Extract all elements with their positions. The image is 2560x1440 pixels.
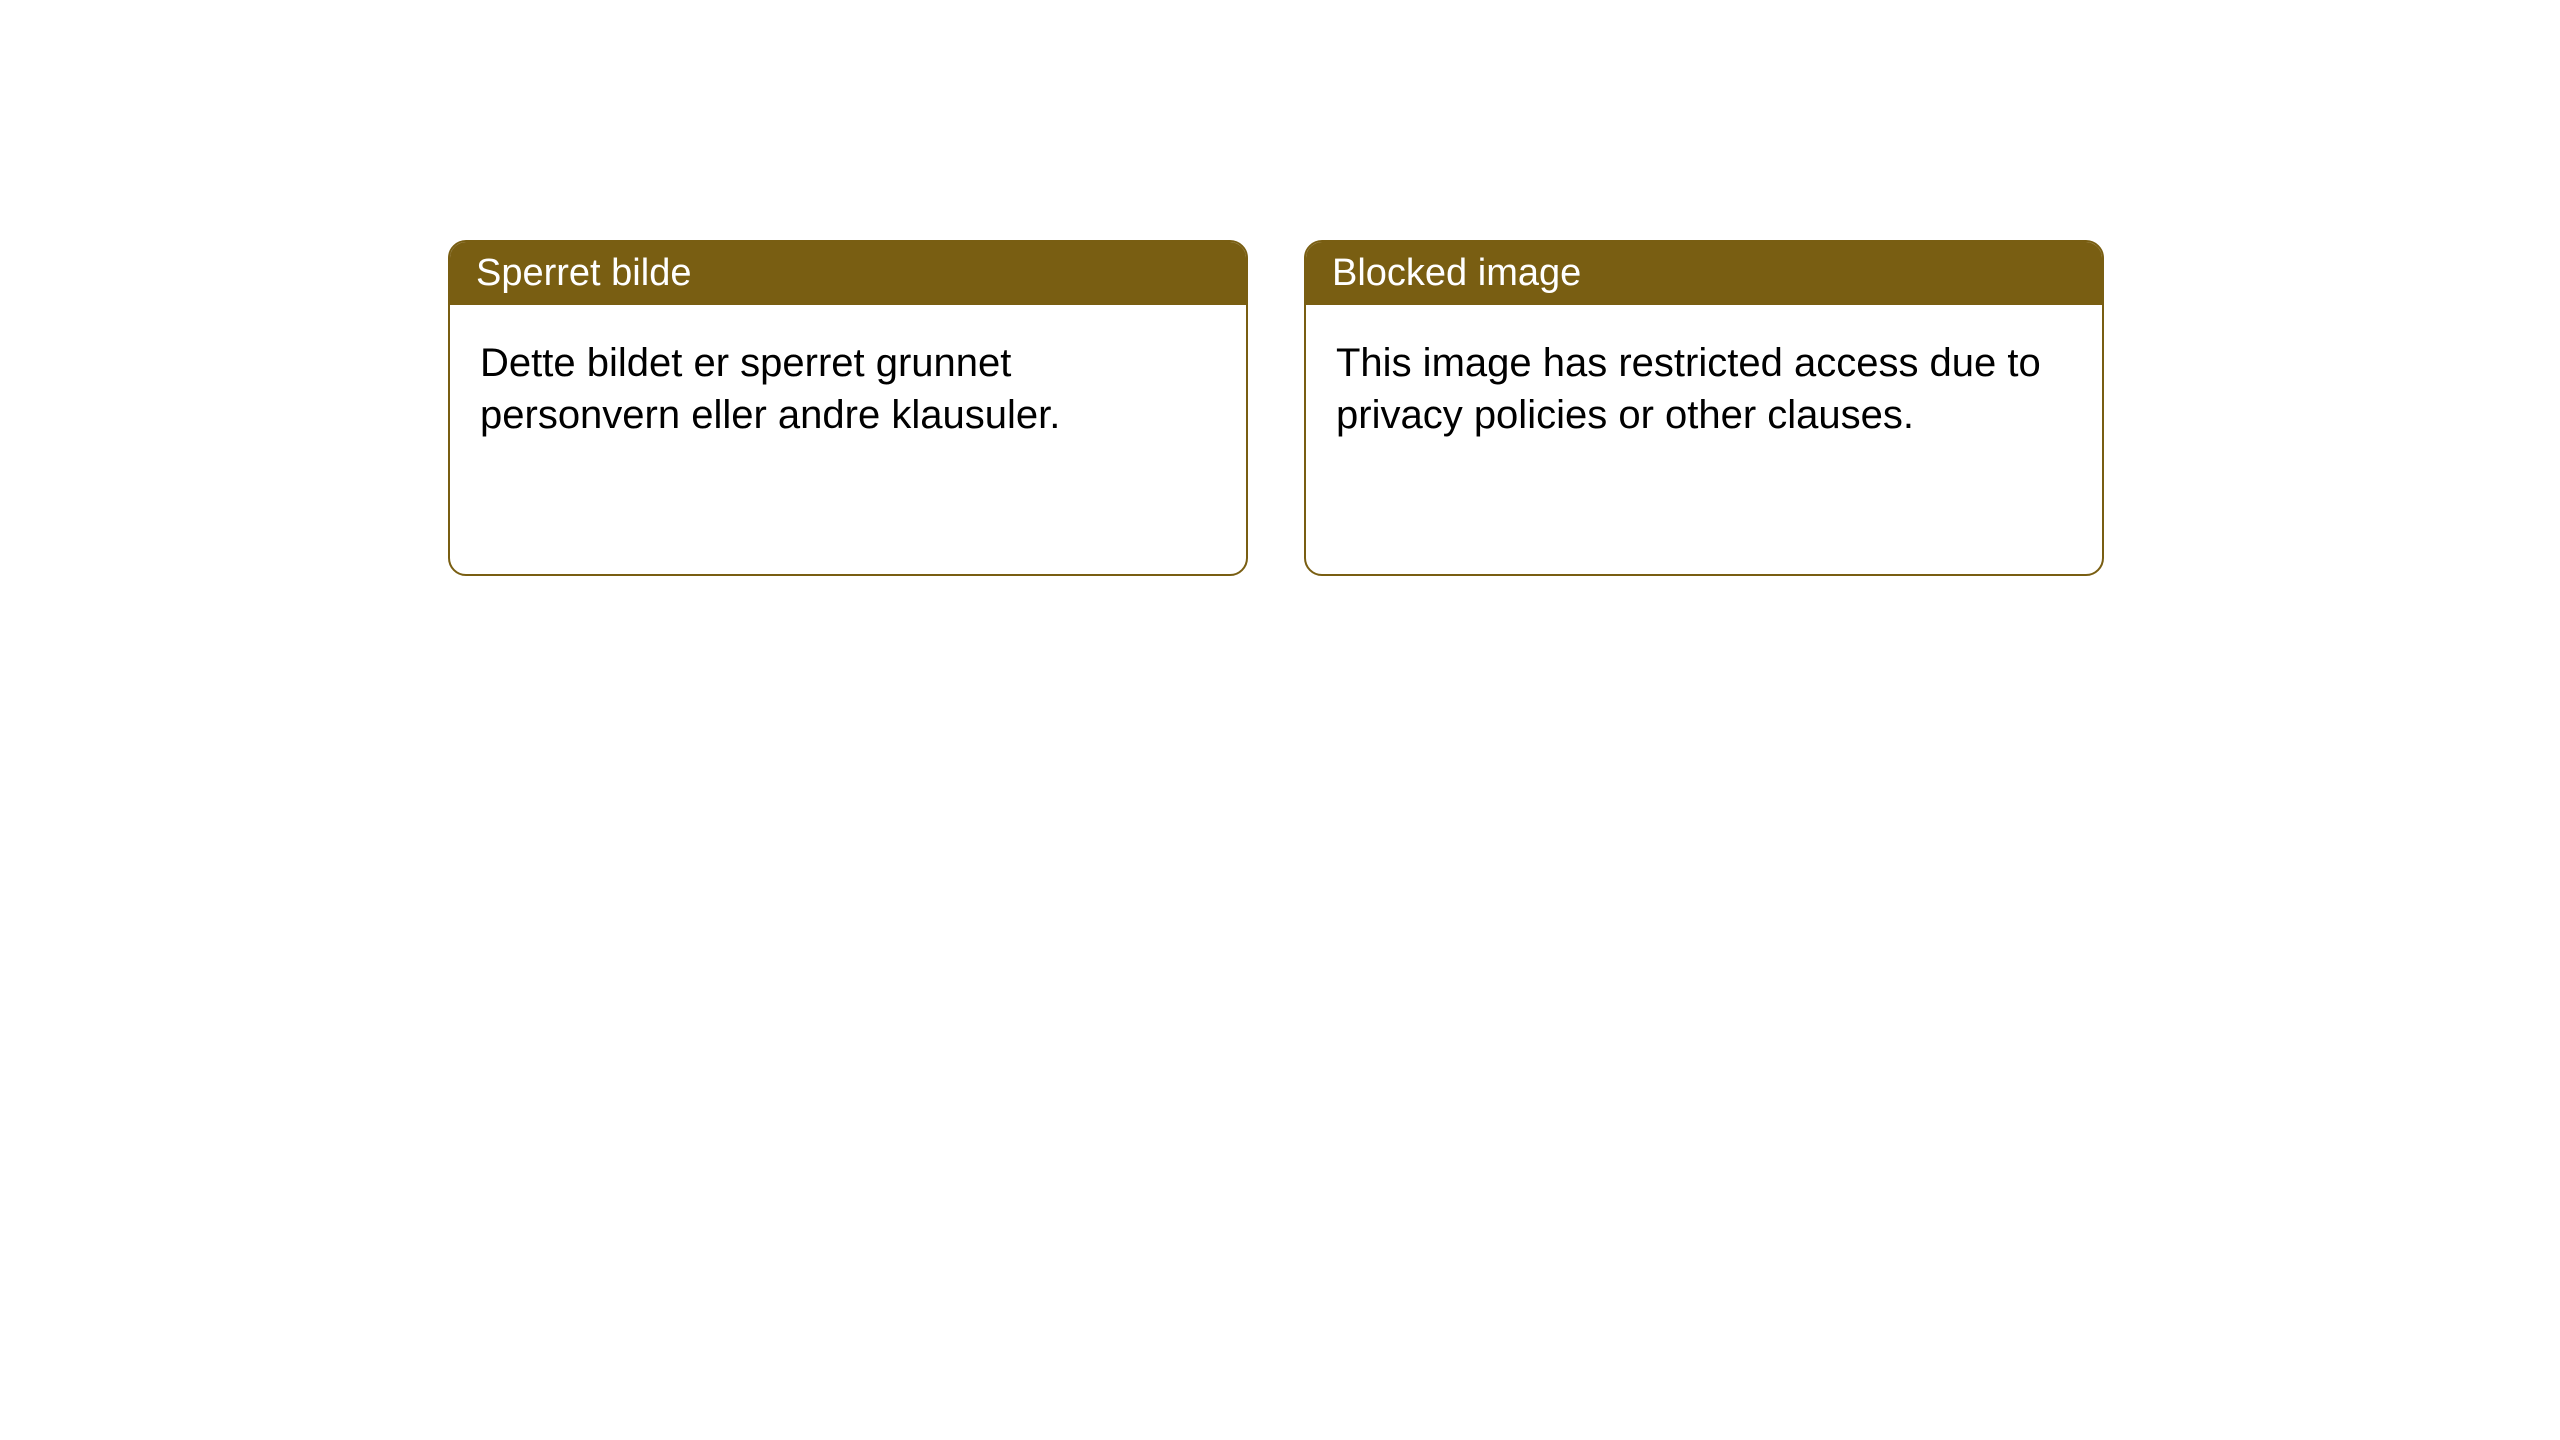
notice-container: Sperret bilde Dette bildet er sperret gr… [0, 0, 2560, 576]
card-title: Blocked image [1306, 242, 2102, 305]
card-body: This image has restricted access due to … [1306, 305, 2102, 473]
blocked-image-card-en: Blocked image This image has restricted … [1304, 240, 2104, 576]
card-body: Dette bildet er sperret grunnet personve… [450, 305, 1246, 473]
blocked-image-card-no: Sperret bilde Dette bildet er sperret gr… [448, 240, 1248, 576]
card-title: Sperret bilde [450, 242, 1246, 305]
